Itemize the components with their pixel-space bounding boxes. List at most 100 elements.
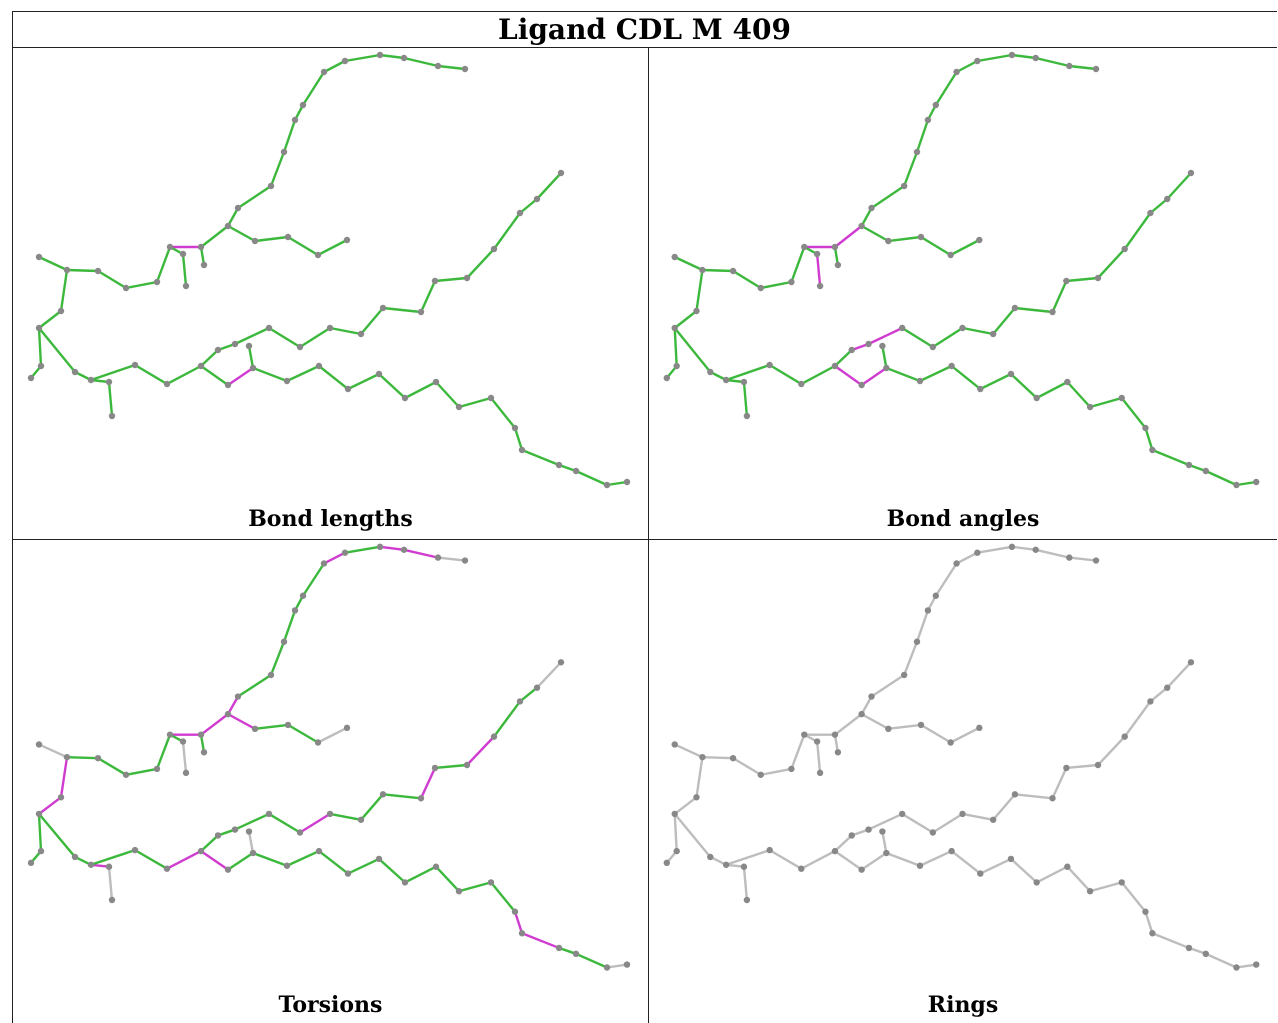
atom-7 [953,68,960,76]
atom-53 [326,810,334,818]
atom-56 [1049,795,1056,802]
atom-24 [37,847,45,855]
bond-20 [701,268,735,273]
atom-46 [572,950,580,958]
atom-52 [929,829,937,836]
atom-43 [1142,424,1149,432]
bond-17 [155,733,172,771]
bond-38 [377,857,407,884]
atom-14 [917,233,925,241]
atom-25 [663,374,671,382]
atom-47 [603,481,611,489]
bond-42 [489,881,517,913]
atom-3 [900,182,908,190]
bond-30 [133,363,169,386]
atom-24 [37,362,45,370]
atom-36 [315,362,323,370]
atom-6 [932,592,940,599]
bond-35 [918,849,953,867]
atom-22 [57,307,65,315]
bond-41 [457,396,493,409]
atom-48 [623,961,631,968]
bond-57 [1065,763,1100,770]
atom-20 [94,267,102,275]
bond-44 [520,448,561,467]
bond-56 [419,279,437,314]
bond-41 [1088,881,1123,893]
bond-51 [900,812,935,834]
atom-18 [788,278,795,286]
bond-11 [1068,64,1098,71]
bond-23 [37,326,43,368]
bond-15 [949,726,981,744]
atom-49 [848,832,855,839]
bond-13 [253,723,290,731]
bond-33 [860,366,888,387]
atom-45 [555,944,563,952]
atom-19 [122,771,130,778]
bond-39 [403,380,438,400]
bond-4 [915,609,930,643]
bond-15 [316,726,349,744]
bond-14 [919,723,952,744]
bond-18 [759,280,793,290]
atom-14 [284,233,292,241]
atom-61 [533,684,541,691]
atom-25 [27,374,35,382]
bond-28 [107,380,114,418]
atom-62 [1187,659,1195,666]
atom-54 [357,816,365,823]
bond-17 [790,245,806,284]
atom-0 [197,731,205,738]
atom-20 [729,754,737,762]
atom-26 [707,853,714,861]
atom-63 [179,250,187,258]
atom-44 [518,930,526,937]
atom-64 [182,769,190,777]
bond-0 [199,712,230,736]
atom-31 [798,865,805,872]
bond-19 [96,756,128,776]
bond-34 [251,366,289,383]
bond-56 [1051,766,1068,800]
atom-7 [320,560,328,567]
bond-63 [181,252,188,288]
atom-21 [699,266,706,274]
atom-13 [251,237,259,245]
atom-42 [487,879,495,886]
bond-53 [328,326,363,336]
bond-54 [359,306,385,336]
bond-61 [1166,171,1193,201]
atom-8 [341,549,349,556]
atom-5 [924,607,932,614]
atom-33 [858,866,865,873]
bond-19 [731,269,762,290]
atom-60 [1147,209,1154,217]
bond-59 [492,700,522,738]
atom-27 [722,861,730,868]
bond-40 [434,865,461,893]
bond-12 [860,712,890,731]
atom-59 [490,733,498,740]
bond-30 [768,848,803,870]
bond-63 [181,740,188,775]
bond-36 [317,364,350,391]
atom-6 [299,101,307,109]
atom-13 [885,725,892,733]
bond-55 [381,306,423,314]
atom-40 [432,863,440,870]
atom-14 [917,721,925,729]
bond-6 [301,562,326,597]
bond-0 [833,712,863,736]
atom-67 [245,342,253,350]
bond-12 [226,712,257,731]
atom-62 [557,169,565,177]
atom-16 [343,724,351,732]
atom-22 [693,794,700,801]
atom-27 [87,861,95,868]
bond-58 [1096,247,1126,280]
atom-33 [224,381,232,389]
atom-50 [865,826,872,833]
bond-63 [815,252,822,288]
atom-38 [1007,370,1015,378]
